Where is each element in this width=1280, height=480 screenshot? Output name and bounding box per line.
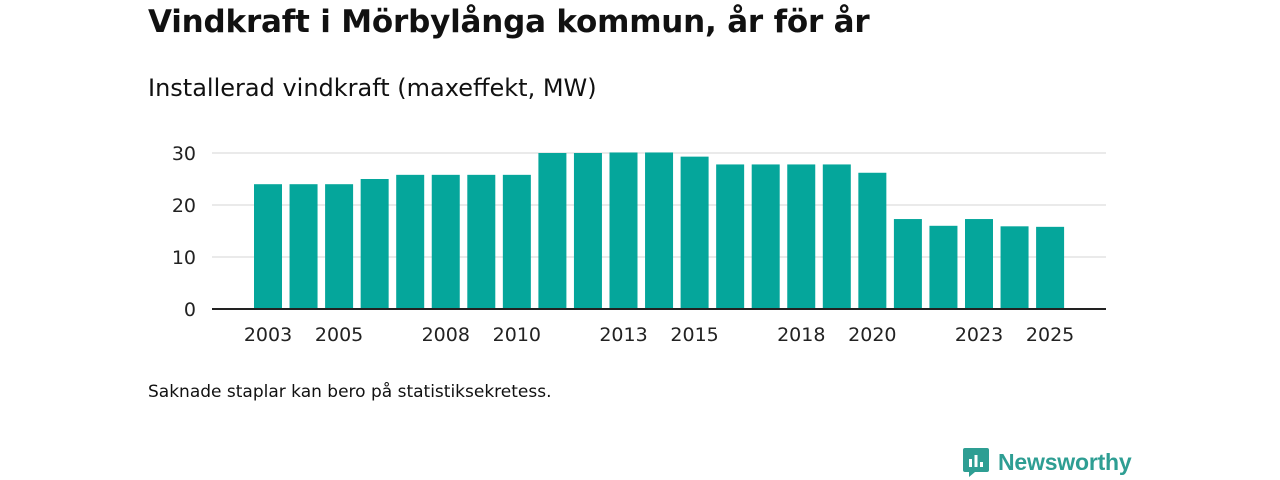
bar-2004 <box>289 184 318 309</box>
x-tick-label: 2015 <box>670 324 718 346</box>
bar-2003 <box>254 184 282 309</box>
bar-2018 <box>787 164 816 309</box>
bar-chart: 0 10 20 30 2003 2005 2008 2010 2013 2015 2018 2020… <box>172 143 1106 346</box>
x-tick-label: 2008 <box>422 324 470 346</box>
x-tick-label: 2010 <box>493 324 541 346</box>
footnote: Saknade staplar kan bero på statistiksek… <box>148 382 552 402</box>
x-tick-label: 2023 <box>955 324 1003 346</box>
chart-subtitle: Installerad vindkraft (maxeffekt, MW) <box>148 74 597 102</box>
y-axis-ticks: 0 10 20 30 <box>172 143 196 321</box>
bar-2006 <box>360 179 389 309</box>
bar-2011 <box>538 153 567 309</box>
y-tick-label: 20 <box>172 195 196 217</box>
x-tick-label: 2020 <box>848 324 896 346</box>
bar-2012 <box>573 153 602 309</box>
bar-2014 <box>645 152 674 309</box>
y-tick-label: 10 <box>172 247 196 269</box>
newsworthy-logo-icon <box>963 448 989 477</box>
x-tick-label: 2025 <box>1026 324 1074 346</box>
bar-2016 <box>716 164 745 309</box>
x-tick-label: 2018 <box>777 324 825 346</box>
bar-2009 <box>467 174 496 309</box>
bar-2022 <box>929 225 958 309</box>
x-tick-label: 2003 <box>244 324 292 346</box>
x-tick-label: 2013 <box>599 324 647 346</box>
y-tick-label: 30 <box>172 143 196 165</box>
bar-2013 <box>609 152 638 309</box>
bar-2025 <box>1036 226 1065 309</box>
bar-2005 <box>325 184 354 309</box>
bar-2024 <box>1000 226 1029 309</box>
bar-2019 <box>822 164 851 309</box>
bar-2021 <box>893 219 922 309</box>
brand-logo: Newsworthy <box>962 446 1132 478</box>
bar-2017 <box>751 164 780 309</box>
bars <box>254 152 1065 309</box>
bar-2008 <box>431 174 460 309</box>
chart-title: Vindkraft i Mörbylånga kommun, år för år <box>148 4 870 40</box>
bar-2007 <box>396 174 425 309</box>
brand-name: Newsworthy <box>998 448 1132 475</box>
y-tick-label: 0 <box>184 299 196 321</box>
bar-2023 <box>965 219 993 309</box>
bar-2015 <box>680 156 709 309</box>
x-tick-label: 2005 <box>315 324 363 346</box>
bar-2020 <box>858 172 887 309</box>
bar-2010 <box>502 174 531 309</box>
x-axis-ticks: 2003 2005 2008 2010 2013 2015 2018 2020 2023 2025 <box>244 324 1074 346</box>
